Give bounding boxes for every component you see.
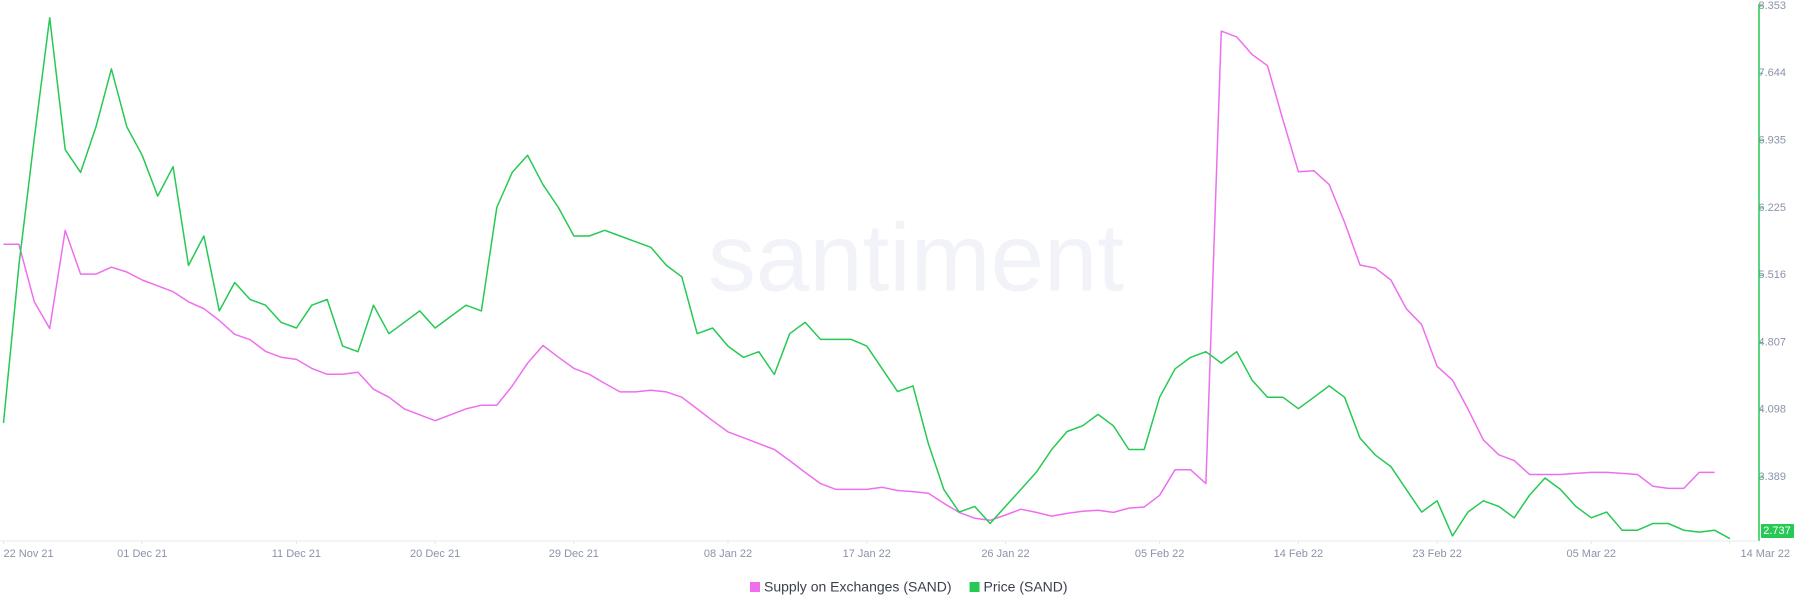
legend: Supply on Exchanges (SAND) Price (SAND) [750,579,1068,595]
legend-swatch [969,582,980,592]
legend-label: Supply on Exchanges (SAND) [764,579,952,595]
x-tick-label: 26 Jan 22 [981,548,1029,560]
y-tick-label: 7.644 [1758,67,1786,79]
last-value-badge [1761,524,1794,538]
y-tick-label: 4.807 [1758,336,1786,348]
x-tick-label: 22 Nov 21 [4,548,54,560]
legend-label: Price (SAND) [984,579,1068,595]
y-tick-label: 8.353 [1758,0,1786,12]
x-tick-label: 05 Feb 22 [1135,548,1185,560]
x-tick-label: 17 Jan 22 [843,548,891,560]
x-tick-label: 05 Mar 22 [1566,548,1616,560]
series-line [3,30,1715,522]
y-tick-label: 6.225 [1758,202,1786,214]
x-tick-label: 01 Dec 21 [117,548,167,560]
x-tick-label: 20 Dec 21 [410,548,460,560]
x-tick-label: 11 Dec 21 [272,548,321,560]
y-tick-label: 5.516 [1758,269,1786,281]
series-line [2,16,1731,540]
y-tick-label: 2.737 [1763,525,1791,537]
y-tick-label: 6.935 [1758,134,1786,146]
y-tick-label: 3.389 [1758,471,1786,483]
x-tick-label: 08 Jan 22 [704,548,752,560]
x-tick-label: 29 Dec 21 [549,548,599,560]
x-tick-label: 23 Feb 22 [1412,548,1462,560]
legend-swatch [750,582,760,592]
x-tick-label: 14 Feb 22 [1274,548,1324,560]
x-tick-label: 14 Mar 22 [1740,548,1790,560]
watermark: santiment [708,204,1124,311]
y-tick-label: 4.098 [1758,404,1786,416]
